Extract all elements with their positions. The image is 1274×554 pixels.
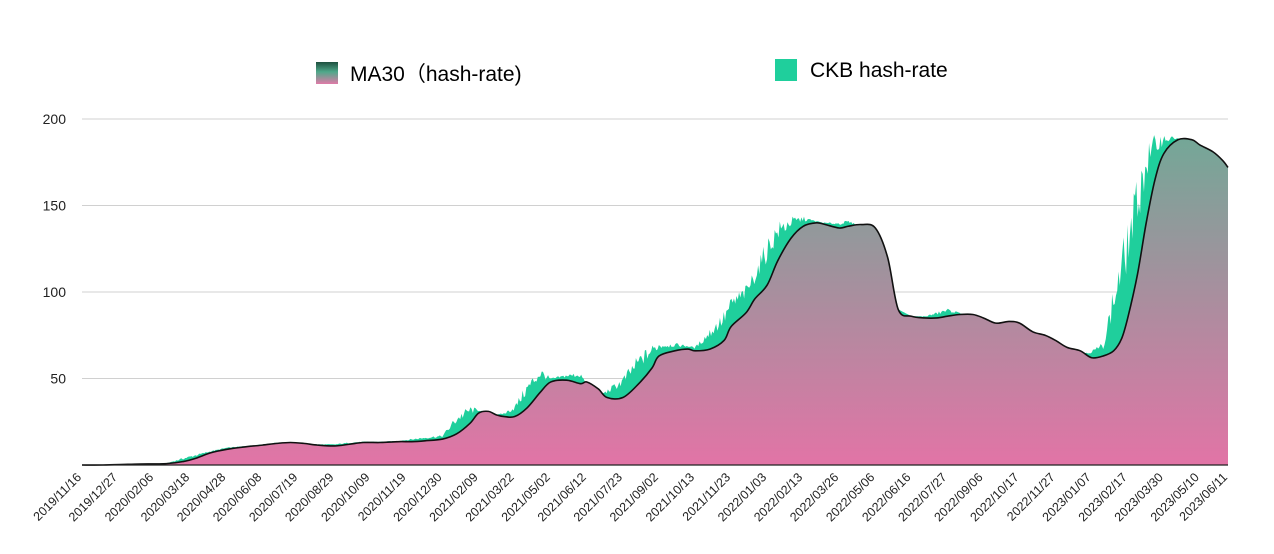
legend-label-ma30: MA30（hash-rate) xyxy=(350,63,522,86)
legend-label-ckb: CKB hash-rate xyxy=(810,59,948,82)
y-tick-label: 150 xyxy=(43,198,67,214)
grid xyxy=(82,118,1228,379)
legend-item-ma30: MA30（hash-rate) xyxy=(316,62,522,86)
y-tick-label: 200 xyxy=(43,111,67,127)
x-axis: 2019/11/162019/12/272020/02/062020/03/18… xyxy=(31,470,1231,524)
plot-area xyxy=(81,135,1229,466)
legend: MA30（hash-rate) CKB hash-rate xyxy=(316,59,948,86)
y-axis: 50 100 150 200 xyxy=(43,111,1228,466)
y-tick-label: 50 xyxy=(50,371,66,387)
legend-item-ckb: CKB hash-rate xyxy=(775,59,948,82)
series-line-ma30 xyxy=(81,137,1229,466)
legend-swatch-ma30 xyxy=(316,62,338,84)
legend-swatch-ckb xyxy=(775,59,797,81)
y-tick-label: 100 xyxy=(43,284,67,300)
series-area-ma30 xyxy=(82,138,1228,466)
